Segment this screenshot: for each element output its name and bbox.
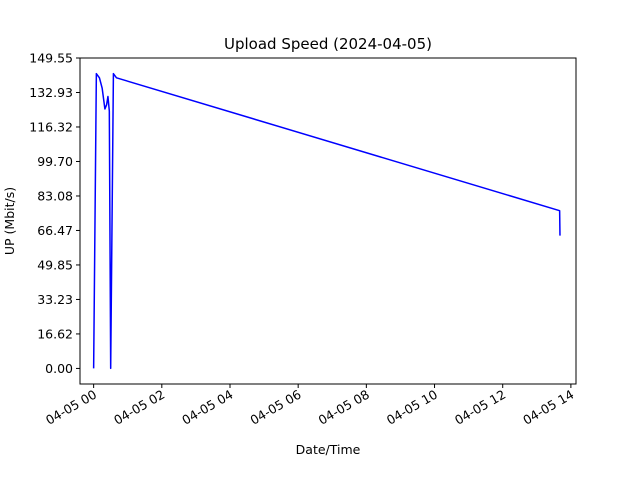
y-tick-label-0: 0.00 <box>45 361 73 376</box>
y-tick-label-2: 33.23 <box>37 292 73 307</box>
y-tick-label-8: 132.93 <box>29 85 73 100</box>
plot-area <box>92 72 561 370</box>
y-axis: 0.00 16.62 33.23 49.85 66.47 83.08 99.70 116.32… <box>29 51 80 376</box>
y-tick-label-3: 49.85 <box>37 257 73 272</box>
y-tick-label-9: 149.55 <box>29 51 73 66</box>
plot-frame <box>79 57 577 385</box>
x-axis-title: Date/Time <box>296 442 361 457</box>
y-tick-label-7: 116.32 <box>29 119 73 134</box>
y-tick-label-5: 83.08 <box>37 188 73 203</box>
series-line-0 <box>92 72 561 370</box>
y-tick-label-4: 66.47 <box>37 223 73 238</box>
chart-title: Upload Speed (2024-04-05) <box>224 35 432 53</box>
y-axis-title: UP (Mbit/s) <box>2 187 17 255</box>
y-tick-label-1: 16.62 <box>37 326 73 341</box>
y-tick-label-6: 99.70 <box>37 154 73 169</box>
